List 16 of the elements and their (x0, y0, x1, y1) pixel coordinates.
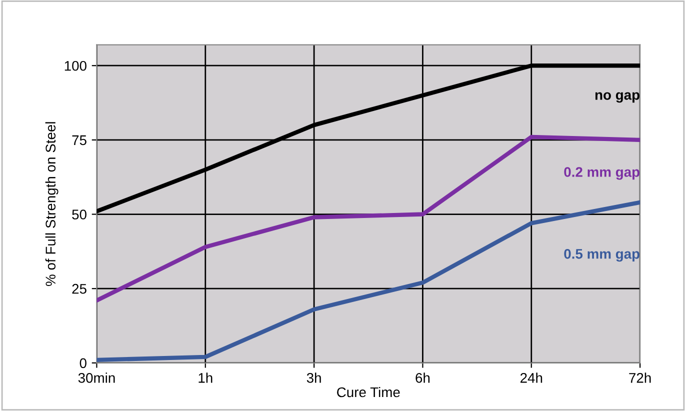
x-tick-label: 30min (78, 372, 115, 383)
x-tick-label: 72h (629, 372, 651, 383)
y-tick-label: 100 (64, 60, 86, 71)
y-tick-label: 50 (72, 210, 86, 220)
y-tick-label: 0 (80, 358, 86, 368)
y-axis-title: % of Full Strength on Steel (45, 122, 58, 286)
y-tick-label: 75 (72, 135, 86, 146)
series-label: 0.2 mm gap (564, 167, 640, 180)
x-tick-label: 3h (306, 372, 321, 383)
x-tick-label: 6h (416, 372, 430, 383)
y-tick-label: 25 (72, 284, 86, 294)
x-tick-label: 1h (198, 372, 212, 383)
x-axis-title: Cure Time (337, 386, 400, 398)
series-label: no gap (595, 92, 640, 103)
x-tick-label: 24h (520, 372, 542, 383)
text: 0.5 mm gap (564, 248, 640, 262)
